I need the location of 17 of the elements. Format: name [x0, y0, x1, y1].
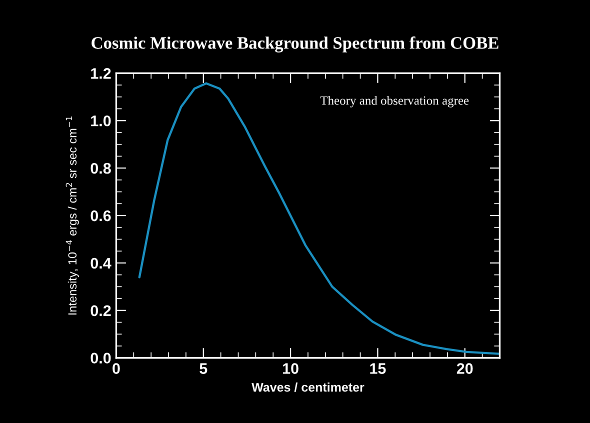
x-axis-title: Waves / centimeter: [252, 382, 364, 392]
y-tick-label: 0.2: [90, 305, 111, 316]
x-tick-label: 20: [456, 363, 473, 374]
x-tick-label: 10: [283, 363, 298, 374]
x-tick-label: 15: [370, 363, 386, 374]
chart-title: Cosmic Microwave Background Spectrum from COBE: [92, 36, 498, 52]
x-tick-label: 0: [112, 363, 120, 374]
y-tick-label: 0.8: [90, 162, 111, 174]
y-tick-label: 0.4: [90, 258, 112, 269]
annotation: Theory and observation agree: [320, 96, 469, 108]
y-tick-label: 0.6: [90, 210, 111, 222]
x-tick-label: 5: [200, 363, 208, 374]
y-axis-title: Intensity, 10$^{−4}$ ergs / cm$^{2}$ sr sec cm$^{−1}$: [66, 116, 79, 315]
y-tick-label: 0.0: [90, 352, 111, 364]
line-series: [138, 82, 500, 355]
y-tick-label: 1.2: [91, 68, 111, 79]
y-tick-label: 1.0: [91, 115, 111, 126]
